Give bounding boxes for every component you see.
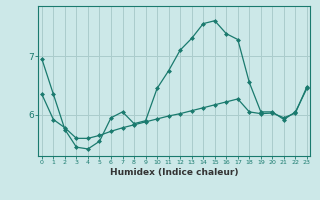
X-axis label: Humidex (Indice chaleur): Humidex (Indice chaleur) <box>110 168 239 177</box>
